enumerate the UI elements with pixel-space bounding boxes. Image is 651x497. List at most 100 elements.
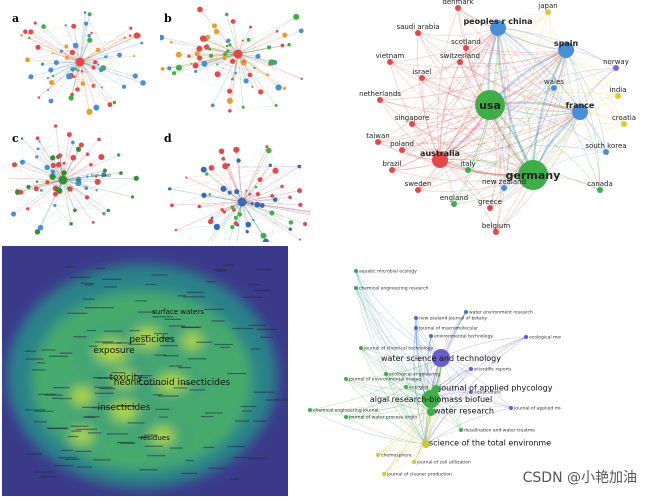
mini-node <box>132 73 138 79</box>
country-edge <box>379 99 441 161</box>
mini-edge <box>62 179 105 214</box>
mini-edge <box>39 141 64 181</box>
mini-panel-c: high-yield c <box>8 124 158 242</box>
mini-edge <box>263 222 291 236</box>
mini-panel-label: d <box>164 132 172 145</box>
density-minor-term <box>201 415 214 418</box>
mini-edge <box>241 199 276 203</box>
mini-node <box>26 207 30 211</box>
mini-edge <box>47 61 81 90</box>
journal-edge <box>360 347 437 390</box>
mini-node <box>233 215 238 220</box>
mini-node <box>70 154 77 161</box>
density-minor-term <box>227 445 246 448</box>
mini-node <box>50 162 56 169</box>
density-minor-term <box>138 377 148 379</box>
mini-node <box>172 71 177 76</box>
mini-node <box>76 179 80 182</box>
density-minor-term <box>144 434 158 436</box>
mini-node <box>257 177 263 183</box>
mini-node <box>297 188 303 194</box>
country-edge <box>495 27 510 233</box>
mini-edge <box>214 25 218 75</box>
density-minor-term <box>25 358 44 360</box>
country-edge <box>457 7 567 51</box>
mini-node <box>227 190 232 195</box>
journal-node <box>308 408 312 412</box>
mini-edge <box>70 23 87 76</box>
journal-label: new zealand journal of botany <box>419 316 487 322</box>
country-label: canada <box>587 180 613 188</box>
country-label: greece <box>478 198 502 206</box>
mini-edge <box>53 42 142 77</box>
mini-network-a <box>20 11 146 115</box>
journal-edge <box>377 411 432 456</box>
mini-edge <box>221 151 243 203</box>
country-label: france <box>566 101 595 110</box>
density-minor-term <box>205 412 223 414</box>
mini-node <box>133 175 139 181</box>
mini-edge <box>47 69 73 90</box>
mini-node <box>213 223 221 231</box>
mini-node <box>11 211 17 217</box>
mini-edge <box>36 156 64 181</box>
density-minor-term <box>157 395 179 397</box>
mini-edge <box>53 165 76 211</box>
mini-edge <box>62 179 88 198</box>
mini-edge <box>237 44 290 55</box>
mini-edge <box>72 49 98 70</box>
mini-node <box>68 95 74 101</box>
mini-edge <box>199 57 268 75</box>
mini-node <box>225 40 229 43</box>
country-node <box>493 229 499 235</box>
mini-node <box>208 47 212 51</box>
country-label: usa <box>479 99 501 112</box>
journal-edge <box>413 411 432 463</box>
mini-node <box>189 62 193 65</box>
mini-node <box>282 86 287 90</box>
mini-node <box>62 161 66 165</box>
country-edge <box>391 111 581 171</box>
mini-edge <box>225 54 268 75</box>
mini-edge <box>169 170 276 190</box>
mini-node <box>297 164 302 169</box>
journal-edge <box>345 357 442 418</box>
mini-edge <box>248 197 291 225</box>
mini-node <box>241 39 244 42</box>
journal-node <box>376 453 380 457</box>
mini-edge <box>238 160 273 196</box>
mini-node <box>83 11 87 14</box>
mini-node <box>220 185 227 192</box>
mini-edge <box>210 201 243 242</box>
mini-edge <box>178 53 239 55</box>
mini-edge <box>42 61 81 65</box>
mini-node <box>35 44 41 50</box>
mini-edge <box>30 76 144 84</box>
journal-label: algal research-biomass biofuel <box>370 395 492 404</box>
mini-node <box>95 47 101 53</box>
mini-edge <box>79 61 125 87</box>
journal-label: chemosphere <box>381 453 412 459</box>
mini-edge <box>233 203 253 211</box>
journal-edge <box>355 287 427 445</box>
mini-node <box>250 202 254 206</box>
mini-edge <box>206 46 268 75</box>
mini-node <box>298 28 304 34</box>
mini-node <box>236 158 241 163</box>
journal-edge <box>383 357 442 475</box>
mini-edge <box>232 61 261 93</box>
country-node <box>389 167 395 173</box>
mini-node <box>210 216 214 220</box>
country-label: poland <box>390 140 414 148</box>
mini-edge <box>203 169 243 203</box>
mini-edge <box>237 53 281 87</box>
density-term-label: exposure <box>93 346 135 356</box>
mini-edge <box>241 186 283 203</box>
mini-edge <box>204 63 251 76</box>
density-minor-term <box>88 432 102 434</box>
mini-edge <box>237 30 302 55</box>
mini-edge <box>29 35 90 39</box>
mini-edge <box>41 172 65 191</box>
journal-edge <box>309 357 442 411</box>
mini-node <box>268 59 275 66</box>
